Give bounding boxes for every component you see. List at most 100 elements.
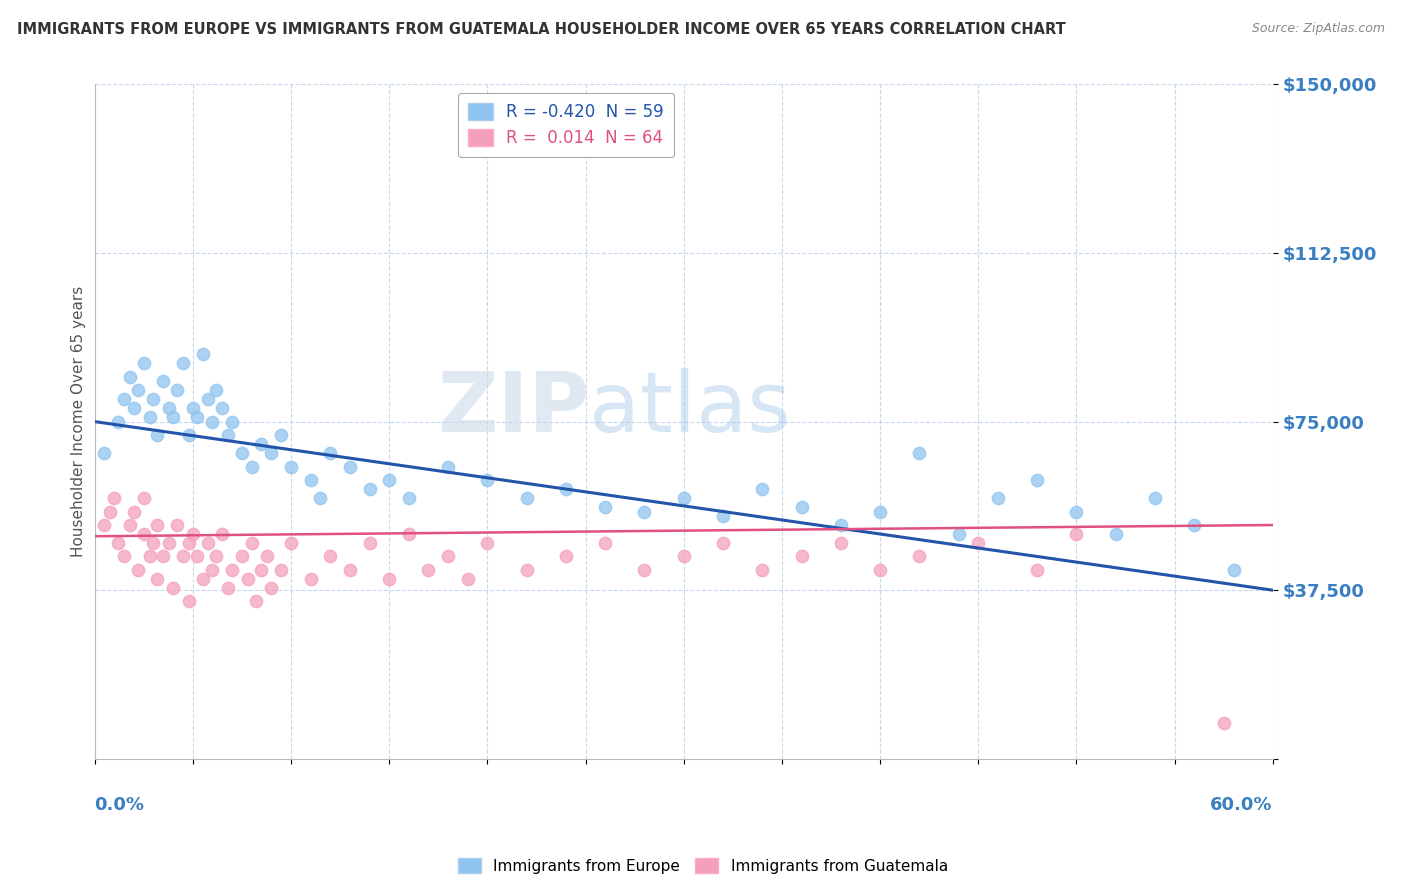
Point xyxy=(908,549,931,564)
Point xyxy=(197,392,219,406)
Point xyxy=(554,549,576,564)
Point xyxy=(477,536,499,550)
Point xyxy=(869,563,891,577)
Point xyxy=(112,549,135,564)
Point xyxy=(221,563,243,577)
Point xyxy=(359,536,381,550)
Point xyxy=(93,446,115,460)
Point xyxy=(98,504,121,518)
Point xyxy=(437,459,460,474)
Point xyxy=(236,572,259,586)
Point xyxy=(593,500,616,514)
Point xyxy=(593,536,616,550)
Point xyxy=(132,491,155,505)
Point xyxy=(711,508,734,523)
Point xyxy=(418,563,440,577)
Point xyxy=(138,410,160,425)
Text: ZIP: ZIP xyxy=(437,368,589,449)
Point xyxy=(1066,527,1088,541)
Point xyxy=(948,527,970,541)
Point xyxy=(186,410,208,425)
Point xyxy=(146,518,169,533)
Point xyxy=(398,491,420,505)
Point xyxy=(1026,563,1049,577)
Point xyxy=(197,536,219,550)
Point xyxy=(217,581,239,595)
Point xyxy=(270,428,292,442)
Point xyxy=(177,594,200,608)
Point xyxy=(162,410,184,425)
Text: Source: ZipAtlas.com: Source: ZipAtlas.com xyxy=(1251,22,1385,36)
Point xyxy=(132,527,155,541)
Point xyxy=(270,563,292,577)
Text: 60.0%: 60.0% xyxy=(1211,796,1272,814)
Point xyxy=(359,482,381,496)
Point xyxy=(201,415,224,429)
Point xyxy=(1105,527,1128,541)
Point xyxy=(256,549,278,564)
Point xyxy=(157,536,180,550)
Text: IMMIGRANTS FROM EUROPE VS IMMIGRANTS FROM GUATEMALA HOUSEHOLDER INCOME OVER 65 Y: IMMIGRANTS FROM EUROPE VS IMMIGRANTS FRO… xyxy=(17,22,1066,37)
Point xyxy=(672,491,695,505)
Point xyxy=(186,549,208,564)
Point xyxy=(554,482,576,496)
Point xyxy=(211,401,233,416)
Point xyxy=(477,473,499,487)
Point xyxy=(217,428,239,442)
Point xyxy=(118,518,141,533)
Y-axis label: Householder Income Over 65 years: Householder Income Over 65 years xyxy=(72,286,86,558)
Point xyxy=(138,549,160,564)
Point xyxy=(221,415,243,429)
Point xyxy=(240,536,263,550)
Point xyxy=(166,518,188,533)
Point xyxy=(790,500,813,514)
Point xyxy=(127,383,149,397)
Point xyxy=(166,383,188,397)
Point xyxy=(205,383,228,397)
Point xyxy=(1212,715,1234,730)
Point xyxy=(250,437,273,451)
Point xyxy=(112,392,135,406)
Point xyxy=(127,563,149,577)
Point xyxy=(908,446,931,460)
Point xyxy=(172,549,194,564)
Point xyxy=(240,459,263,474)
Point xyxy=(967,536,990,550)
Point xyxy=(790,549,813,564)
Point xyxy=(177,536,200,550)
Point xyxy=(830,536,852,550)
Point xyxy=(177,428,200,442)
Point xyxy=(309,491,332,505)
Point xyxy=(107,536,129,550)
Legend: Immigrants from Europe, Immigrants from Guatemala: Immigrants from Europe, Immigrants from … xyxy=(453,852,953,880)
Point xyxy=(398,527,420,541)
Point xyxy=(1026,473,1049,487)
Point xyxy=(103,491,125,505)
Point xyxy=(516,491,538,505)
Text: 0.0%: 0.0% xyxy=(94,796,145,814)
Point xyxy=(378,572,401,586)
Point xyxy=(378,473,401,487)
Point xyxy=(987,491,1010,505)
Point xyxy=(260,446,283,460)
Point xyxy=(107,415,129,429)
Point xyxy=(157,401,180,416)
Point xyxy=(118,369,141,384)
Point xyxy=(516,563,538,577)
Point xyxy=(1222,563,1244,577)
Point xyxy=(245,594,267,608)
Point xyxy=(280,459,302,474)
Point xyxy=(191,347,214,361)
Point xyxy=(231,549,253,564)
Point xyxy=(201,563,224,577)
Point xyxy=(633,563,655,577)
Point xyxy=(211,527,233,541)
Point xyxy=(260,581,283,595)
Point xyxy=(830,518,852,533)
Point xyxy=(93,518,115,533)
Point xyxy=(299,473,322,487)
Point xyxy=(1066,504,1088,518)
Point xyxy=(319,549,342,564)
Point xyxy=(122,401,145,416)
Point xyxy=(1143,491,1166,505)
